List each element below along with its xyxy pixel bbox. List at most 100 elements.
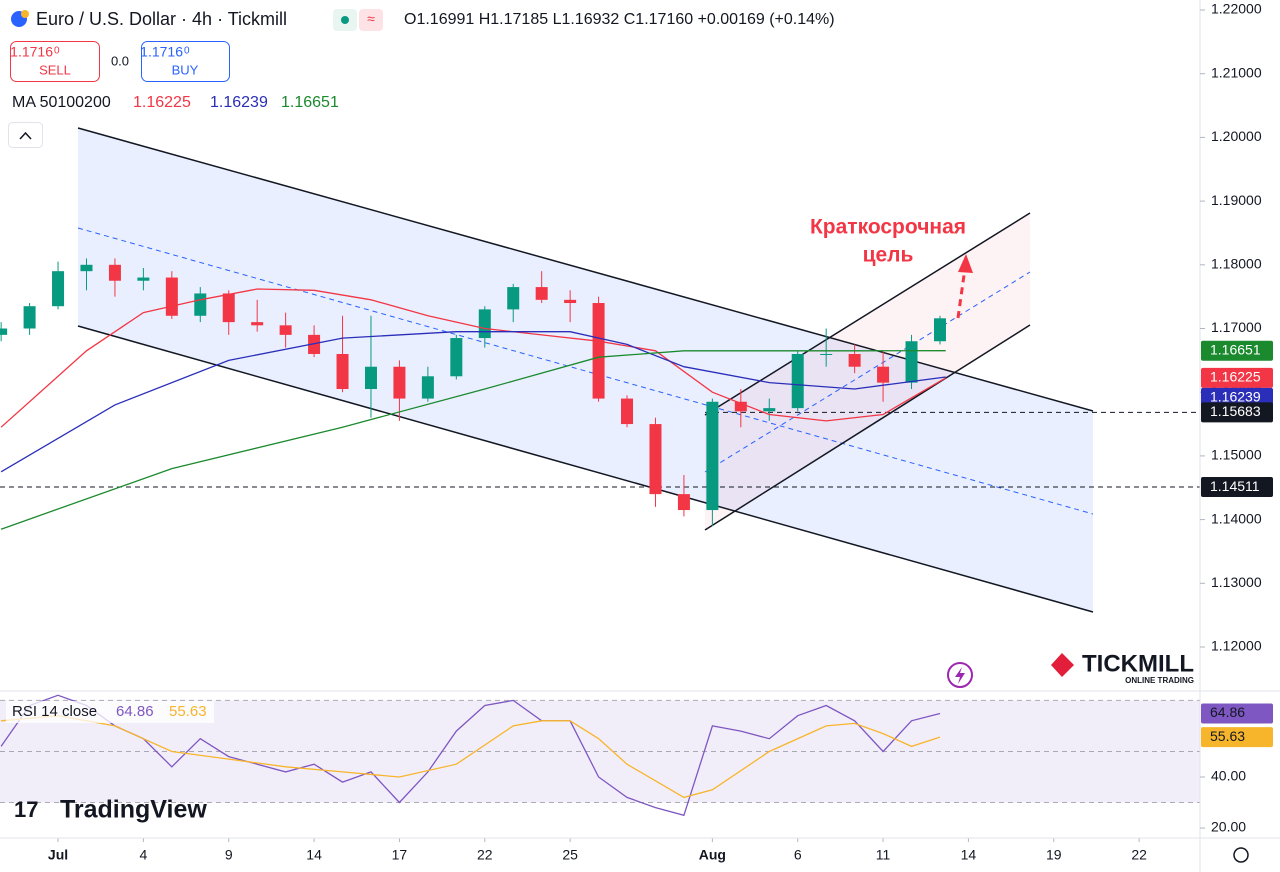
indicator-line [0, 350, 946, 530]
status-dot [341, 16, 349, 24]
x-tick-label: 22 [1131, 847, 1147, 863]
y-tick-label: 1.12000 [1211, 638, 1262, 654]
ma-label: MA 50100200 [12, 94, 111, 111]
collapse-button[interactable] [8, 122, 43, 148]
x-tick-label: 22 [477, 847, 493, 863]
candle-body [108, 264, 121, 281]
indicator-line [1, 715, 941, 799]
price-badge [1201, 340, 1273, 361]
channel-line [77, 127, 1094, 412]
ma-value: 1.16225 [133, 94, 191, 111]
sell-label: SELL [39, 62, 71, 77]
y-tick-label: 1.20000 [1211, 128, 1262, 144]
ohlc: O1.16991 H1.17185 L1.16932 C1.17160 +0.0… [404, 11, 835, 28]
ma-value: 1.16239 [210, 94, 268, 111]
broker-tagline: ONLINE TRADING [1125, 676, 1194, 685]
status-pill[interactable] [359, 9, 383, 31]
candle-body [364, 366, 377, 390]
platform-name: TradingView [60, 796, 207, 824]
buy-pip: 0 [184, 46, 190, 57]
candle-body [564, 299, 577, 304]
settings-icon[interactable] [1233, 847, 1249, 863]
y-tick-label: 1.17000 [1211, 319, 1262, 335]
channel-line [77, 325, 1094, 613]
candle-body [820, 353, 833, 355]
rsi-value: 55.63 [169, 703, 207, 720]
candle-body [649, 424, 662, 495]
price-badge [1201, 477, 1273, 498]
symbol-title: Euro / U.S. Dollar · 4h · Tickmill [36, 9, 287, 29]
buy-price: 1.1716 [140, 44, 183, 60]
indicator-line [0, 694, 941, 817]
y-tick-label: 1.22000 [1211, 1, 1262, 17]
candle-body [478, 309, 491, 339]
candle-body [592, 303, 605, 399]
candle-body [535, 287, 548, 300]
x-tick-label: 9 [225, 847, 233, 863]
price-badge-label: 1.16239 [1210, 389, 1261, 405]
channel-midline [77, 227, 1094, 515]
candle-body [848, 353, 861, 367]
candle-body [421, 376, 434, 399]
sell-price: 1.1716 [10, 44, 53, 60]
price-badge-label: 55.63 [1210, 728, 1245, 744]
candle-body [222, 293, 235, 323]
candle-body [279, 325, 292, 335]
candle-body [450, 338, 463, 377]
price-badge-label: 1.16225 [1210, 369, 1261, 385]
alert-icon[interactable] [947, 662, 973, 688]
indicator-line [0, 331, 946, 473]
candle-body [165, 277, 178, 316]
price-badge [1201, 367, 1273, 388]
candle-body [507, 287, 520, 310]
candle-body [933, 318, 946, 342]
legend-bg [6, 701, 214, 723]
price-badge [1201, 402, 1273, 423]
status-icon: ≈ [367, 11, 375, 27]
price-badge [1201, 703, 1273, 724]
x-tick-label: 17 [392, 847, 408, 863]
candle-body [621, 398, 634, 425]
y-tick-label: 1.13000 [1211, 574, 1262, 590]
y-tick-label: 1.21000 [1211, 64, 1262, 80]
price-badge-label: 1.15683 [1210, 403, 1261, 419]
sell-button[interactable] [10, 41, 100, 82]
rsi-label: RSI 14 close [12, 703, 97, 720]
candle-body [194, 293, 207, 316]
price-badge-label: 64.86 [1210, 704, 1245, 720]
price-badge [1201, 727, 1273, 748]
alert-icon [955, 667, 965, 684]
symbol-icon [21, 10, 29, 18]
candle-body [251, 322, 264, 326]
x-tick-label: 14 [961, 847, 977, 863]
x-tick-label: 4 [139, 847, 147, 863]
spread: 0.0 [111, 53, 129, 68]
buy-button[interactable] [141, 41, 230, 82]
candle-body [23, 306, 36, 329]
candle-body [791, 353, 804, 409]
y-tick-label: 1.19000 [1211, 192, 1262, 208]
candle-body [734, 401, 747, 412]
channel-midline [704, 271, 1031, 473]
x-tick-label: Aug [699, 847, 726, 863]
candle-body [137, 277, 150, 281]
indicator-line [0, 288, 947, 428]
annotation: цель [863, 244, 914, 267]
x-tick-label: 11 [876, 847, 891, 863]
y-tick-label: 1.15000 [1211, 447, 1262, 463]
candle-body [877, 366, 890, 383]
buy-label: BUY [172, 62, 199, 77]
channel-line [704, 324, 1031, 531]
y-tick-label: 20.00 [1211, 819, 1246, 835]
candle-body [308, 334, 321, 354]
annotation: Краткосрочная [810, 216, 966, 239]
x-tick-label: 19 [1046, 847, 1062, 863]
x-tick-label: Jul [48, 847, 68, 863]
candle-body [0, 328, 8, 335]
broker-name: TICKMILL [1082, 650, 1194, 677]
platform-mark: 17 [14, 797, 38, 822]
target-arrow [956, 267, 967, 319]
y-tick-label: 40.00 [1211, 768, 1246, 784]
